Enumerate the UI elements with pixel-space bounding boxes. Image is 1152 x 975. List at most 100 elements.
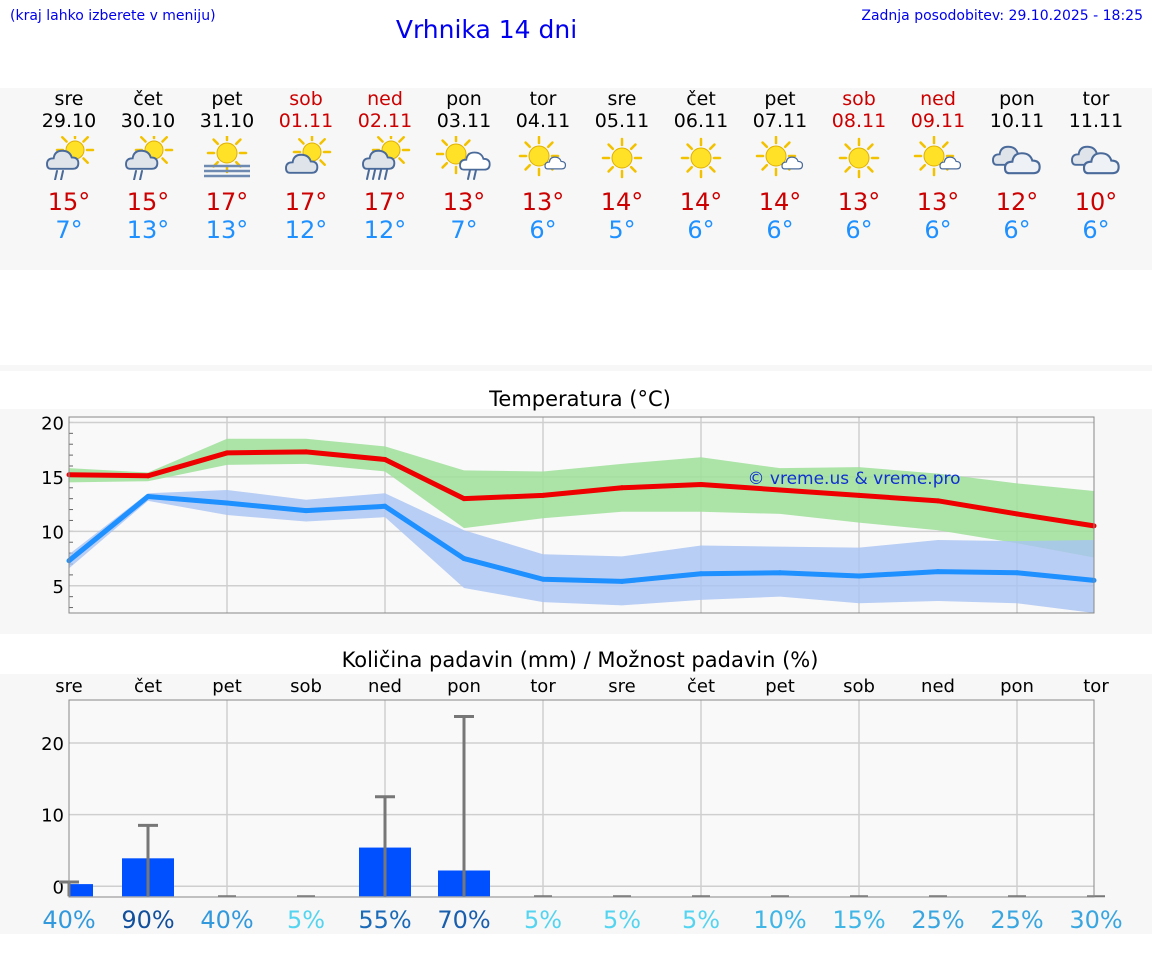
series-line-min <box>67 493 1095 584</box>
day-date: 08.11 <box>831 110 887 132</box>
min-temperature: 6° <box>766 216 794 244</box>
day-name: sre <box>54 88 84 110</box>
day-column: čet 30.10 15° 13° <box>108 88 188 244</box>
x-tick-label: čet <box>687 676 715 697</box>
y-tick-label: 15 <box>41 468 64 489</box>
precip-probability: 5% <box>682 906 720 934</box>
x-tick-label: pon <box>447 676 481 697</box>
precip-probability: 10% <box>753 906 806 934</box>
day-name: sre <box>607 88 637 110</box>
x-tick-label: ned <box>921 676 955 697</box>
day-name: tor <box>1082 88 1110 110</box>
day-column: sob 08.11 13° 6° <box>819 88 899 244</box>
data-point-min <box>461 556 467 562</box>
max-temperature: 14° <box>679 188 723 216</box>
data-point-max <box>224 450 230 456</box>
min-temperature: 7° <box>55 216 83 244</box>
day-name: tor <box>529 88 557 110</box>
min-temperature: 13° <box>126 216 170 244</box>
day-name: ned <box>367 88 403 110</box>
day-column: ned 09.11 13° 6° <box>898 88 978 244</box>
max-temperature: 12° <box>995 188 1039 216</box>
data-point-min <box>303 508 309 514</box>
x-tick-label: pet <box>212 676 242 697</box>
data-point-min <box>224 500 230 506</box>
max-temperature: 17° <box>205 188 249 216</box>
day-column: pon 10.11 12° 6° <box>977 88 1057 244</box>
sun-cloud-light-rain-icon <box>436 136 491 180</box>
data-point-max <box>461 496 467 502</box>
data-point-min <box>540 576 546 582</box>
data-point-max <box>777 487 783 493</box>
temperature-chart: 5 10 15 20 © vreme.us & vreme.pro <box>41 413 1097 614</box>
day-column: tor 04.11 13° 6° <box>503 88 583 244</box>
precip-probability: 40% <box>200 906 253 934</box>
day-name: sob <box>289 88 323 110</box>
precipitation-chart-title: Količina padavin (mm) / Možnost padavin … <box>341 648 819 672</box>
data-point-max <box>303 449 309 455</box>
max-temperature: 15° <box>126 188 170 216</box>
data-point-max <box>145 473 151 479</box>
y-tick-label: 10 <box>41 522 64 543</box>
sun-small-cloud-icon <box>913 136 962 177</box>
day-date: 10.11 <box>989 110 1045 132</box>
plot-area <box>69 700 1094 897</box>
x-tick-label: sre <box>608 676 635 697</box>
day-column: čet 06.11 14° 6° <box>661 88 741 244</box>
data-point-max <box>1014 511 1020 517</box>
y-tick-label: 20 <box>41 734 64 755</box>
min-temperature: 6° <box>687 216 715 244</box>
data-point-max <box>856 492 862 498</box>
min-temperature: 7° <box>450 216 478 244</box>
day-column: sob 01.11 17° 12° <box>266 88 346 244</box>
data-point-max <box>698 482 704 488</box>
data-point-min <box>935 569 941 575</box>
day-date: 07.11 <box>752 110 808 132</box>
sun-cloud-icon <box>285 136 332 174</box>
last-updated: Zadnja posodobitev: 29.10.2025 - 18:25 <box>861 8 1143 24</box>
sun-icon <box>601 137 643 179</box>
day-date: 01.11 <box>278 110 334 132</box>
data-point-min <box>856 573 862 579</box>
day-name: čet <box>686 88 716 110</box>
data-point-min <box>777 570 783 576</box>
day-column: ned 02.11 17° 12° <box>345 88 425 244</box>
min-temperature: 6° <box>1003 216 1031 244</box>
precip-probability: 5% <box>287 906 325 934</box>
max-temperature: 13° <box>442 188 486 216</box>
sun-cloud-heavy-rain-icon <box>362 136 411 180</box>
data-point-max <box>619 485 625 491</box>
day-name: ned <box>920 88 956 110</box>
x-tick-label: sre <box>55 676 82 697</box>
sun-cloud-rain-icon <box>46 136 95 180</box>
precip-probability: 90% <box>121 906 174 934</box>
max-temperature: 13° <box>521 188 565 216</box>
precip-probability: 40% <box>42 906 95 934</box>
daily-forecast: sre 29.10 15° 7° čet 30.10 15° 13° pet 31.10 17° 13… <box>0 88 1152 268</box>
day-name: čet <box>133 88 163 110</box>
precipitation-chart: 0 10 20 sre čet pet sob ned pon tor sre čet pet sob ne… <box>41 676 1123 934</box>
max-temperature: 10° <box>1074 188 1118 216</box>
location-hint: (kraj lahko izberete v meniju) <box>10 8 216 24</box>
day-name: pon <box>999 88 1035 110</box>
y-tick-label: 10 <box>41 806 64 827</box>
data-point-max <box>540 492 546 498</box>
max-temperature: 13° <box>837 188 881 216</box>
day-date: 11.11 <box>1068 110 1124 132</box>
min-temperature: 6° <box>845 216 873 244</box>
day-column: tor 11.11 10° 6° <box>1056 88 1136 244</box>
data-point-max <box>382 456 388 462</box>
day-date: 29.10 <box>41 110 97 132</box>
x-tick-label: sob <box>843 676 875 697</box>
day-date: 04.11 <box>515 110 571 132</box>
y-tick-label: 20 <box>41 413 64 434</box>
max-temperature: 15° <box>47 188 91 216</box>
data-point-min <box>619 578 625 584</box>
y-tick-label: 0 <box>53 877 64 898</box>
data-point-min <box>382 503 388 509</box>
day-name: sob <box>842 88 876 110</box>
day-column: pet 07.11 14° 6° <box>740 88 820 244</box>
day-date: 30.10 <box>120 110 176 132</box>
min-temperature: 13° <box>205 216 249 244</box>
day-date: 09.11 <box>910 110 966 132</box>
